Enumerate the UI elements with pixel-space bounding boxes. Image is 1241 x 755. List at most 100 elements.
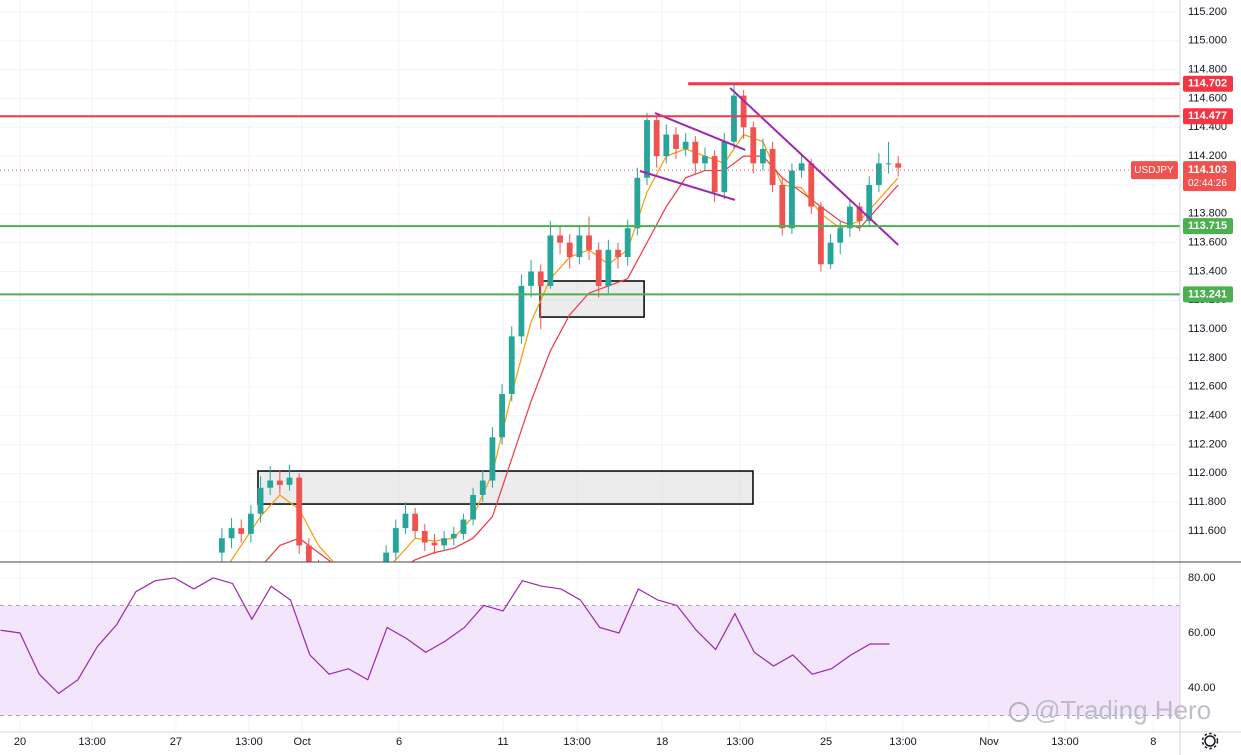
y-tick-label: 114.600 xyxy=(1188,92,1227,104)
candle-body xyxy=(846,206,853,229)
x-tick-label: Nov xyxy=(979,736,999,748)
candle-body xyxy=(818,206,824,265)
candle-body xyxy=(286,477,293,485)
candle-body xyxy=(257,487,264,514)
candle-body xyxy=(615,249,621,258)
y-tick-label: 111.600 xyxy=(1188,525,1226,537)
level-label-box xyxy=(1183,75,1233,92)
settings-icon[interactable] xyxy=(1201,732,1219,750)
x-tick-label: 11 xyxy=(497,736,508,748)
candle-body xyxy=(866,184,873,222)
x-tick-label: 27 xyxy=(170,736,182,748)
trendline xyxy=(639,170,736,201)
y-tick-label: 113.800 xyxy=(1188,208,1227,220)
x-tick-label: 13:00 xyxy=(563,736,591,748)
x-tick-label: 13:00 xyxy=(78,736,106,748)
rsi-tick-label: 40.00 xyxy=(1188,682,1216,694)
candle-body xyxy=(673,134,679,149)
candle-body xyxy=(238,528,245,534)
watermark-icon xyxy=(1009,702,1029,722)
level-label: 114.477 xyxy=(1188,110,1227,122)
candle-body xyxy=(653,120,660,157)
candle-body xyxy=(624,228,631,258)
level-label-box xyxy=(1183,286,1233,303)
y-tick-label: 114.200 xyxy=(1188,150,1227,162)
candle-body xyxy=(479,480,486,495)
candle-body xyxy=(305,545,312,562)
x-tick-label: 13:00 xyxy=(1051,736,1079,748)
candle-body xyxy=(663,134,670,157)
candle-body xyxy=(634,177,641,229)
y-tick-label: 114.800 xyxy=(1188,64,1227,76)
level-label: 113.241 xyxy=(1188,288,1227,300)
y-tick-label: 112.400 xyxy=(1188,410,1227,422)
y-tick-label: 112.000 xyxy=(1188,467,1227,479)
candle-body xyxy=(875,163,882,185)
symbol-box xyxy=(1131,161,1178,180)
candle-body xyxy=(711,156,718,193)
x-tick-label: 13:00 xyxy=(889,736,917,748)
y-tick-label: 113.600 xyxy=(1188,237,1227,249)
candle-body xyxy=(750,127,757,164)
x-tick-label: 20 xyxy=(14,736,26,748)
candle-body xyxy=(721,141,728,193)
candle-body xyxy=(856,206,863,222)
rsi-tick-label: 80.00 xyxy=(1188,572,1216,584)
level-label: 113.715 xyxy=(1188,220,1227,232)
y-tick-label: 112.800 xyxy=(1188,352,1227,364)
candle-body xyxy=(296,477,303,546)
candle-body xyxy=(885,163,892,165)
trendline xyxy=(729,87,899,246)
moving-average xyxy=(229,133,899,562)
y-tick-label: 111.800 xyxy=(1188,496,1226,508)
candle-body xyxy=(760,148,766,164)
candle-body xyxy=(557,235,563,243)
candle-body xyxy=(566,242,573,258)
level-label-box xyxy=(1183,108,1233,125)
gear[interactable] xyxy=(1204,735,1216,747)
y-tick-label: 115.200 xyxy=(1188,6,1227,18)
symbol-label: USDJPY xyxy=(1134,165,1174,176)
candle-body xyxy=(808,163,815,207)
candle-body xyxy=(644,120,650,178)
candle-body xyxy=(412,513,419,532)
y-tick-label: 112.200 xyxy=(1188,438,1227,450)
x-tick-label: Oct xyxy=(294,736,311,748)
candle-body xyxy=(345,586,351,592)
last-price-label: 114.103 xyxy=(1188,164,1227,176)
candle-body xyxy=(537,271,544,286)
x-tick-label: 8 xyxy=(1150,736,1156,748)
candle-body xyxy=(383,552,390,562)
x-tick-label: 25 xyxy=(820,736,832,748)
candle-body xyxy=(421,531,428,543)
price-pane xyxy=(0,82,1180,592)
level-label: 114.702 xyxy=(1188,78,1227,90)
candle-body xyxy=(547,235,554,286)
candle-body xyxy=(441,538,448,546)
gear-teeth[interactable] xyxy=(1201,732,1219,750)
x-tick-label: 13:00 xyxy=(726,736,754,748)
rsi-pane xyxy=(0,577,1180,716)
candle-body xyxy=(489,437,496,481)
candle-body xyxy=(499,394,505,438)
watermark-text: @Trading Hero xyxy=(1034,695,1211,725)
candle-body xyxy=(392,528,399,553)
candle-body xyxy=(605,249,612,286)
level-label-box xyxy=(1183,218,1233,235)
last-price-box xyxy=(1183,161,1236,192)
rsi-band xyxy=(0,605,1180,716)
candle-body xyxy=(702,156,708,164)
candle-body xyxy=(595,249,602,286)
candle-body xyxy=(518,285,525,337)
candle-body xyxy=(798,163,805,171)
candle-body xyxy=(827,242,834,265)
candle-body xyxy=(779,184,786,229)
watermark: @Trading Hero xyxy=(1009,695,1211,725)
candle-body xyxy=(364,581,370,588)
candle-body xyxy=(576,235,583,258)
candle-body xyxy=(335,581,341,585)
candle-body xyxy=(692,141,699,164)
candle-body xyxy=(450,533,457,539)
candle-body xyxy=(218,538,225,553)
